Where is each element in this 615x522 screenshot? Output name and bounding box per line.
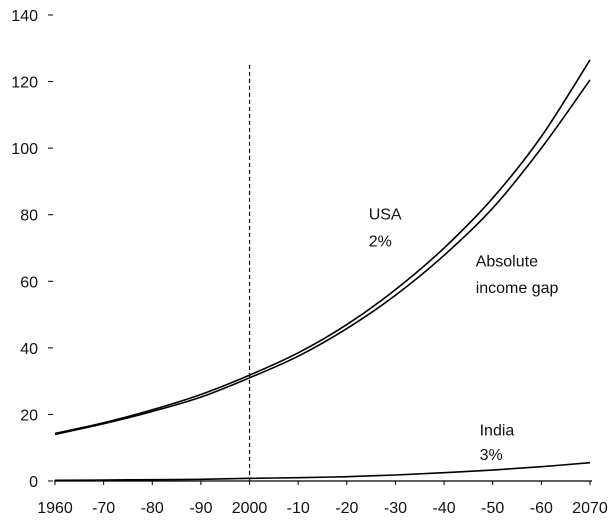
x-tick-label: -40 <box>433 500 456 517</box>
annotation-gap-line1: Absolute <box>476 253 538 270</box>
x-tick-label: 1960 <box>37 500 73 517</box>
y-tick-label: 80 <box>20 208 38 225</box>
annotation-usa-rate: 2% <box>369 233 392 250</box>
series-line-gap <box>54 79 591 436</box>
x-tick-label: -50 <box>481 500 504 517</box>
x-tick-label: -10 <box>287 500 310 517</box>
annotation-india-name: India <box>480 422 515 439</box>
series-layer <box>54 59 591 482</box>
y-tick-label: 100 <box>11 141 38 158</box>
annotation-layer: USA 2% Absolute income gap India 3% <box>369 207 559 464</box>
x-tick-label: 2070 <box>572 500 608 517</box>
y-tick-label: 140 <box>11 8 38 25</box>
x-tick-label: -90 <box>189 500 212 517</box>
y-tick-label: 120 <box>11 75 38 92</box>
x-tick-label: -20 <box>335 500 358 517</box>
annotation-usa-name: USA <box>369 207 402 224</box>
x-tick-label: -80 <box>141 500 164 517</box>
x-tick-label: -70 <box>92 500 115 517</box>
x-tick-label: -60 <box>530 500 553 517</box>
x-axis: 1960 -70 -80 -90 2000 -10 -20 -30 -40 -50 -60 2070 <box>37 480 608 517</box>
y-tick-label: 20 <box>20 407 38 424</box>
annotation-india-rate: 3% <box>480 447 503 464</box>
y-tick-label: 60 <box>20 274 38 291</box>
y-tick-label: 40 <box>20 341 38 358</box>
x-tick-label: -30 <box>384 500 407 517</box>
series-line-usa <box>54 59 591 435</box>
y-tick-label: 0 <box>29 474 38 491</box>
series-line-india <box>54 461 591 482</box>
x-tick-label: 2000 <box>232 500 268 517</box>
annotation-gap-line2: income gap <box>476 280 559 297</box>
y-axis: 0 20 40 60 80 100 120 140 <box>11 8 53 491</box>
